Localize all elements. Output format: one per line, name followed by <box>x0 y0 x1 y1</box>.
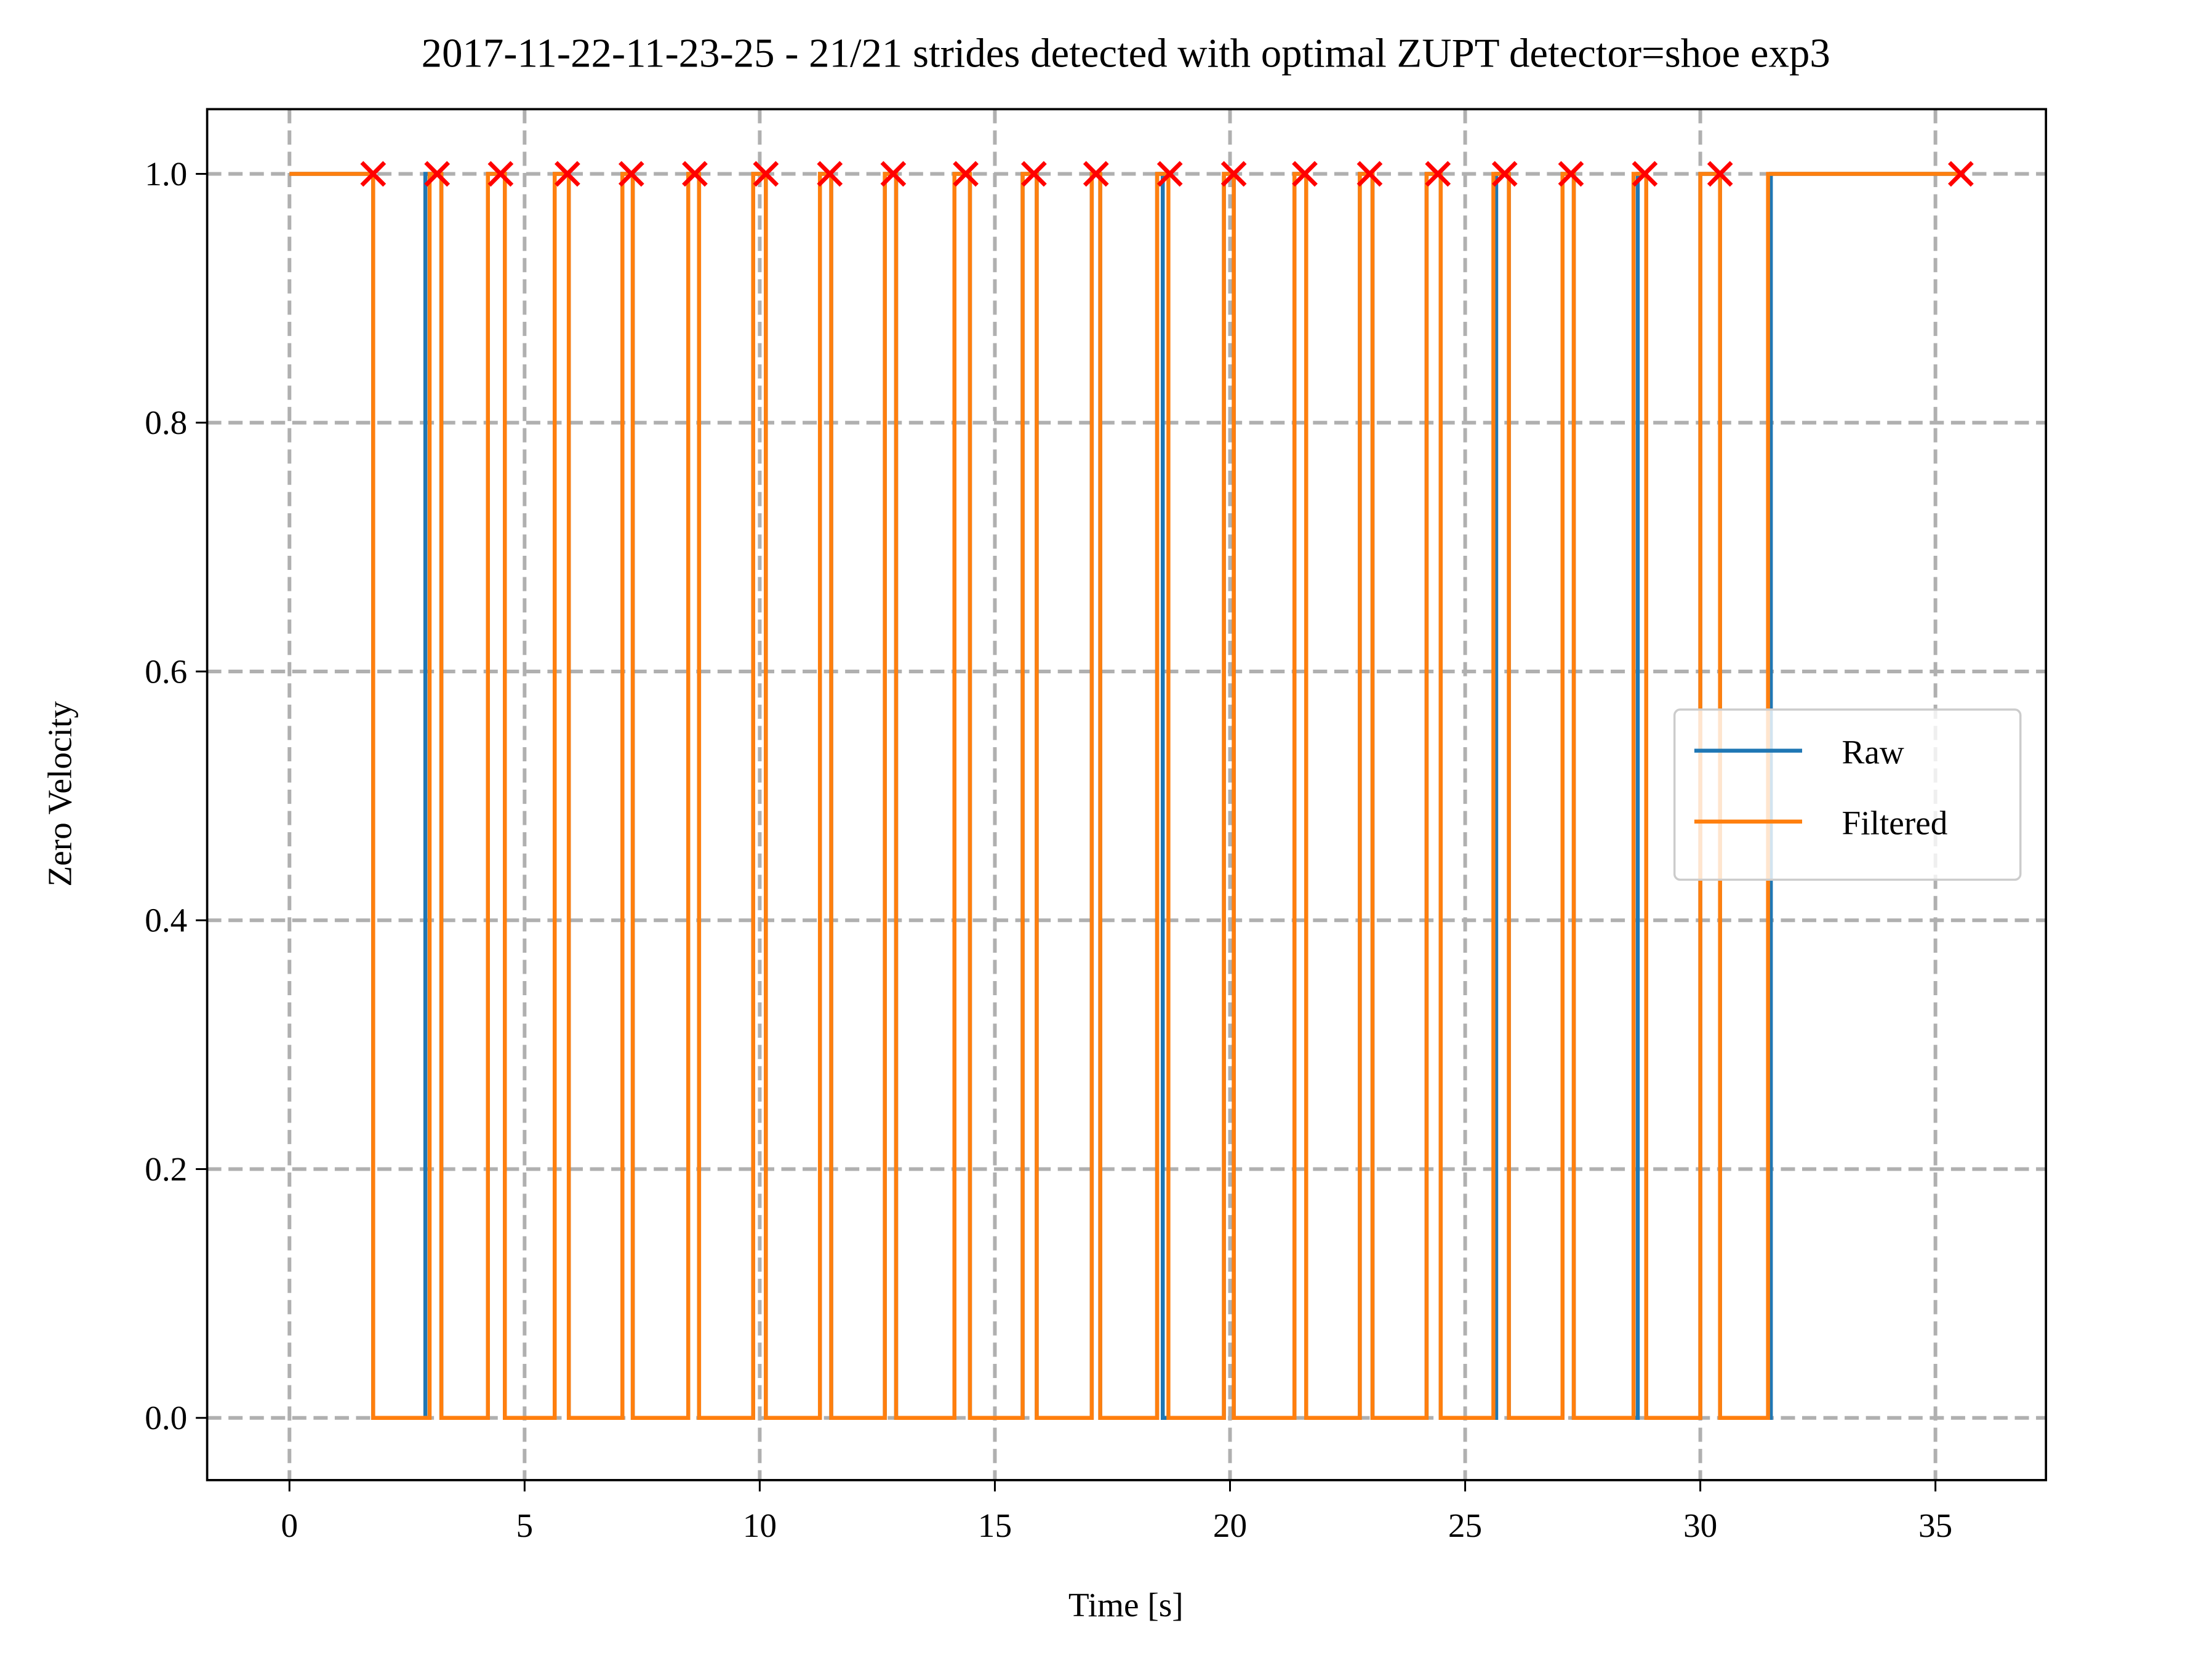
x-tick-label: 5 <box>516 1507 534 1544</box>
marker <box>1292 161 1318 187</box>
marker <box>1707 161 1733 187</box>
x-tick-label: 0 <box>281 1507 298 1544</box>
marker <box>555 161 580 187</box>
marker-stroke <box>1632 161 1658 187</box>
marker-stroke <box>1220 161 1247 187</box>
marker-stroke <box>1292 161 1318 187</box>
marker-stroke <box>682 161 708 187</box>
marker <box>360 161 387 187</box>
marker <box>424 161 451 187</box>
x-tick-label: 20 <box>1213 1507 1247 1544</box>
marker <box>753 161 779 187</box>
marker-stroke <box>1491 161 1518 187</box>
y-axis-label: Zero Velocity <box>41 701 78 887</box>
marker <box>1156 161 1183 187</box>
marker <box>1425 161 1451 187</box>
marker-stroke <box>1156 161 1183 187</box>
y-tick-label: 0.6 <box>145 652 187 690</box>
legend-label: Raw <box>1842 733 1904 771</box>
marker <box>1558 161 1584 187</box>
marker <box>1632 161 1658 187</box>
marker-stroke <box>953 161 979 187</box>
marker-stroke <box>1558 161 1584 187</box>
y-tick-label: 0.4 <box>145 902 187 939</box>
marker <box>1948 161 1974 187</box>
marker <box>1220 161 1247 187</box>
marker-stroke <box>487 161 514 187</box>
y-tick-label: 0.2 <box>145 1150 187 1188</box>
marker-stroke <box>1356 161 1383 187</box>
marker <box>817 161 843 187</box>
x-axis-label: Time [s] <box>1068 1586 1184 1624</box>
marker-stroke <box>880 161 907 187</box>
x-tick-label: 10 <box>743 1507 777 1544</box>
marker-stroke <box>424 161 451 187</box>
marker <box>487 161 514 187</box>
marker-stroke <box>817 161 843 187</box>
chart-title: 2017-11-22-11-23-25 - 21/21 strides dete… <box>422 30 1830 76</box>
y-tick-label: 0.8 <box>145 404 187 441</box>
x-tick-label: 15 <box>978 1507 1012 1544</box>
marker-stroke <box>753 161 779 187</box>
plot-frame <box>206 108 2048 1481</box>
marker <box>682 161 708 187</box>
marker <box>618 161 644 187</box>
marker <box>1083 161 1109 187</box>
marker <box>1356 161 1383 187</box>
x-tick-label: 35 <box>1918 1507 1952 1544</box>
marker <box>1021 161 1047 187</box>
y-tick-label: 1.0 <box>145 155 187 193</box>
marker-stroke <box>360 161 387 187</box>
x-tick-label: 30 <box>1683 1507 1717 1544</box>
marker-stroke <box>555 161 580 187</box>
marker-stroke <box>1425 161 1451 187</box>
y-tick-label: 0.0 <box>145 1399 187 1437</box>
series-line <box>289 172 1961 1421</box>
x-tick-label: 25 <box>1448 1507 1482 1544</box>
marker-stroke <box>1021 161 1047 187</box>
marker <box>953 161 979 187</box>
legend: Raw Filtered <box>1673 708 2022 881</box>
marker <box>1491 161 1518 187</box>
marker-stroke <box>618 161 644 187</box>
legend-label: Filtered <box>1842 804 1948 842</box>
marker-stroke <box>1707 161 1733 187</box>
marker <box>880 161 907 187</box>
marker-stroke <box>1083 161 1109 187</box>
marker-stroke <box>1948 161 1974 187</box>
